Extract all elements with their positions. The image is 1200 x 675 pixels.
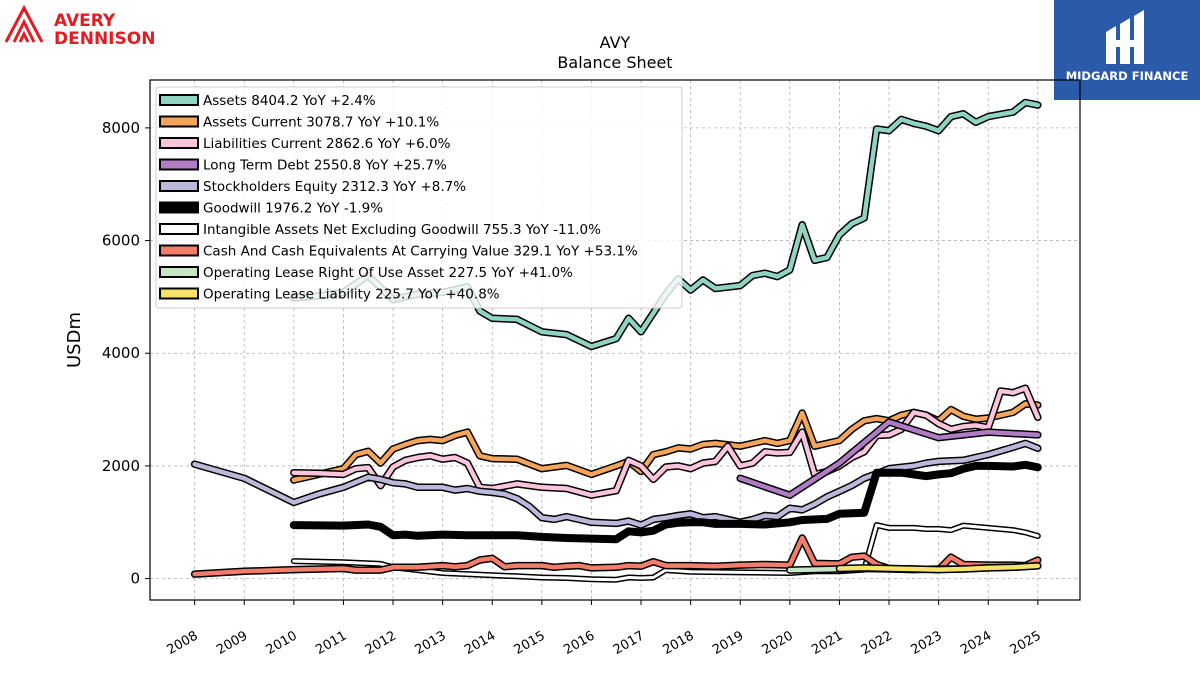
legend-label: Stockholders Equity 2312.3 YoY +8.7% bbox=[203, 179, 466, 195]
series-liabilities-current bbox=[290, 384, 1042, 499]
x-tick-label: 2019 bbox=[710, 628, 746, 658]
y-tick-label: 6000 bbox=[102, 232, 140, 250]
x-tick-label: 2009 bbox=[214, 628, 250, 658]
legend-item: Goodwill 1976.2 YoY -1.9% bbox=[159, 201, 383, 217]
y-tick-label: 2000 bbox=[102, 457, 140, 475]
legend-label: Cash And Cash Equivalents At Carrying Va… bbox=[203, 244, 638, 260]
legend-item: Cash And Cash Equivalents At Carrying Va… bbox=[159, 244, 638, 260]
legend-item: Long Term Debt 2550.8 YoY +25.7% bbox=[159, 158, 447, 174]
midgard-finance-logo-mark: MIDGARD FINANCE bbox=[1066, 10, 1189, 83]
x-tick-label: 2020 bbox=[760, 628, 796, 658]
legend-swatch bbox=[159, 180, 199, 192]
series-line bbox=[737, 419, 1041, 498]
legend-label: Intangible Assets Net Excluding Goodwill… bbox=[203, 222, 601, 238]
legend-item: Operating Lease Right Of Use Asset 227.5… bbox=[159, 265, 573, 281]
y-tick-label: 8000 bbox=[102, 119, 140, 137]
legend-item: Assets Current 3078.7 YoY +10.1% bbox=[159, 115, 439, 131]
x-tick-label: 2014 bbox=[462, 628, 498, 658]
legend-swatch bbox=[159, 115, 199, 128]
legend-item: Stockholders Equity 2312.3 YoY +8.7% bbox=[159, 179, 466, 195]
x-tick-label: 2025 bbox=[1008, 628, 1044, 658]
legend-label: Goodwill 1976.2 YoY -1.9% bbox=[203, 201, 383, 217]
series-intangible-assets-net-excluding-goodwill bbox=[290, 522, 1041, 583]
legend-swatch bbox=[159, 223, 199, 235]
y-tick-label: 0 bbox=[130, 570, 140, 588]
legend-label: Operating Lease Right Of Use Asset 227.5… bbox=[203, 265, 573, 281]
legend-swatch bbox=[159, 287, 199, 300]
legend-item: Liabilities Current 2862.6 YoY +6.0% bbox=[159, 136, 451, 152]
plot-frame bbox=[149, 79, 1081, 601]
x-tick-label: 2012 bbox=[363, 628, 399, 658]
legend-label: Liabilities Current 2862.6 YoY +6.0% bbox=[203, 136, 451, 152]
series-line bbox=[837, 563, 1041, 572]
x-tick-label: 2018 bbox=[660, 628, 696, 658]
legend-label: Long Term Debt 2550.8 YoY +25.7% bbox=[203, 158, 447, 174]
x-tick-label: 2022 bbox=[859, 628, 895, 658]
legend: Assets 8404.2 YoY +2.4% Assets Current 30… bbox=[155, 86, 683, 309]
series-goodwill bbox=[289, 460, 1042, 544]
chart-subtitle: Balance Sheet bbox=[557, 53, 672, 72]
y-tick-label: 4000 bbox=[102, 344, 140, 362]
legend-swatch bbox=[159, 201, 199, 214]
logo-right-text: MIDGARD FINANCE bbox=[1066, 69, 1189, 83]
x-tick-label: 2013 bbox=[412, 628, 448, 658]
legend-label: Assets Current 3078.7 YoY +10.1% bbox=[203, 115, 439, 131]
midgard-emblem-icon bbox=[1106, 10, 1144, 64]
x-tick-label: 2016 bbox=[561, 628, 597, 658]
legend-box bbox=[155, 86, 683, 309]
legend-item: Assets 8404.2 YoY +2.4% bbox=[159, 93, 376, 109]
logo-line-1: AVERY bbox=[54, 11, 116, 31]
series-operating-lease-liability bbox=[835, 562, 1042, 574]
avery-dennison-logo-mark: AVERY DENNISON bbox=[4, 4, 155, 49]
legend-label: Operating Lease Liability 225.7 YoY +40.… bbox=[203, 287, 500, 303]
x-tick-label: 2010 bbox=[264, 628, 300, 658]
legend-swatch bbox=[159, 244, 199, 257]
legend-swatch bbox=[159, 266, 199, 278]
legend-label: Assets 8404.2 YoY +2.4% bbox=[203, 93, 376, 109]
logo-arrow-icon bbox=[4, 4, 44, 43]
midgard-finance-logo: MIDGARD FINANCE bbox=[1054, 0, 1200, 100]
legend-swatch bbox=[159, 158, 199, 171]
x-tick-label: 2023 bbox=[908, 628, 944, 658]
avery-dennison-logo: AVERY DENNISON bbox=[4, 4, 164, 49]
logo-line-2: DENNISON bbox=[54, 29, 155, 48]
x-tick-label: 2017 bbox=[611, 628, 647, 658]
x-axis-ticks: 2008 2009 2010 2011 2012 2013 2014 2015 2016 2017… bbox=[164, 600, 1044, 658]
x-tick-label: 2021 bbox=[809, 628, 845, 658]
legend-item: Intangible Assets Net Excluding Goodwill… bbox=[159, 222, 601, 238]
x-tick-label: 2024 bbox=[958, 628, 994, 658]
legend-item: Operating Lease Liability 225.7 YoY +40.… bbox=[159, 287, 500, 303]
y-axis-ticks: 0 2000 4000 6000 8000 bbox=[102, 119, 150, 588]
series-line bbox=[291, 385, 1041, 498]
x-tick-label: 2008 bbox=[164, 628, 200, 658]
x-tick-label: 2011 bbox=[313, 628, 349, 658]
series-line bbox=[292, 523, 1040, 582]
chart-title: AVY bbox=[600, 33, 631, 52]
y-axis-label: USDm bbox=[64, 312, 85, 368]
x-tick-label: 2015 bbox=[512, 628, 548, 658]
legend-swatch bbox=[159, 94, 199, 106]
series-line bbox=[289, 460, 1042, 544]
legend-swatch bbox=[159, 137, 199, 149]
series-long-term-debt bbox=[736, 418, 1042, 499]
